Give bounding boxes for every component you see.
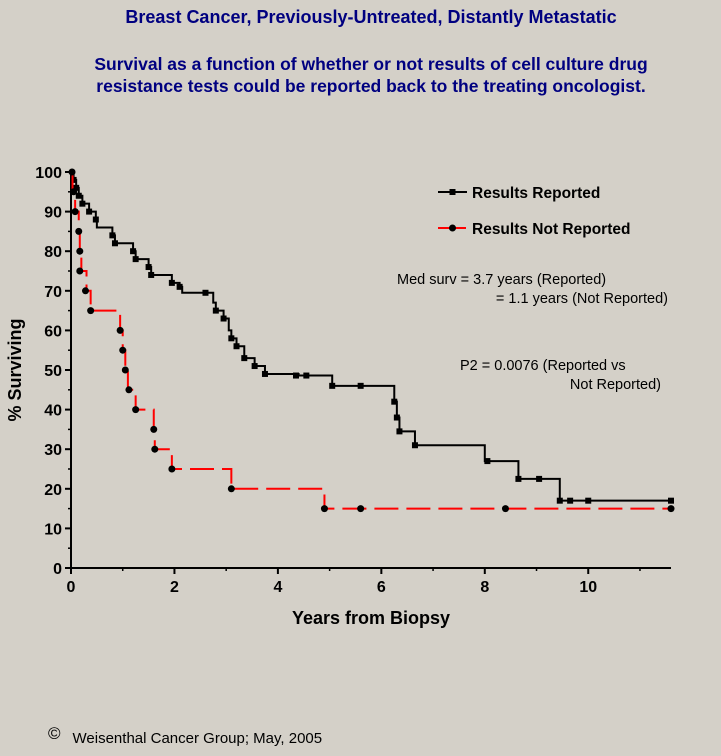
- data-point: [79, 200, 86, 207]
- data-point: [109, 232, 116, 239]
- y-axis-label: % Surviving: [5, 318, 25, 421]
- copyright-symbol: ©: [48, 724, 61, 743]
- data-point: [293, 372, 299, 379]
- series-0: [70, 171, 674, 504]
- data-point: [220, 315, 227, 322]
- data-point: [202, 289, 209, 296]
- data-point: [148, 271, 155, 278]
- data-point: [212, 307, 219, 314]
- data-point: [251, 363, 258, 370]
- y-tick-label: 40: [44, 403, 62, 420]
- data-point: [391, 398, 398, 405]
- chart-subtitle: Survival as a function of whether or not…: [94, 54, 648, 96]
- data-point: [70, 188, 78, 196]
- y-tick-label: 20: [44, 482, 62, 499]
- data-point: [484, 458, 491, 465]
- series-layer: [68, 168, 675, 513]
- data-point: [501, 505, 509, 513]
- data-point: [81, 287, 89, 295]
- data-point: [87, 307, 95, 315]
- data-point: [261, 370, 268, 377]
- axes: 0 10 20 30 40 50 60 70 80 90 100 0 2 4 6 8 10 Years from …: [5, 165, 671, 628]
- legend-label: Results Reported: [472, 185, 600, 202]
- data-point: [86, 208, 93, 215]
- x-axis-label: Years from Biopsy: [292, 608, 450, 628]
- data-point: [168, 279, 175, 286]
- data-point: [92, 216, 99, 223]
- legend-marker: [449, 224, 456, 232]
- data-point: [68, 168, 76, 176]
- data-point: [303, 372, 310, 379]
- data-point: [393, 414, 400, 421]
- y-tick-label: 0: [53, 561, 62, 578]
- data-point: [233, 343, 240, 350]
- footer: © Weisenthal Cancer Group; May, 2005: [48, 724, 323, 748]
- data-point: [116, 326, 124, 334]
- data-point: [585, 497, 592, 504]
- data-point: [176, 283, 183, 290]
- data-point: [357, 382, 364, 389]
- p-value-text: P2 = 0.0076 (Reported vs: [460, 358, 626, 374]
- y-tick-label: 70: [44, 284, 62, 301]
- data-point: [76, 267, 84, 275]
- data-point: [145, 264, 152, 271]
- y-tick-label: 80: [44, 244, 62, 261]
- data-point: [125, 386, 133, 394]
- p-value-text: Not Reported): [570, 377, 661, 393]
- x-tick-label: 6: [377, 579, 386, 596]
- data-point: [73, 184, 80, 191]
- x-tick-label: 10: [579, 579, 597, 596]
- data-point: [119, 346, 127, 354]
- data-point: [515, 475, 522, 482]
- y-tick-label: 100: [35, 165, 62, 182]
- data-point: [150, 425, 158, 433]
- data-point: [228, 335, 235, 342]
- data-point: [71, 208, 79, 216]
- x-tick-label: 4: [273, 579, 282, 596]
- data-point: [121, 366, 129, 374]
- data-point: [536, 475, 543, 482]
- data-point: [132, 256, 139, 263]
- data-point: [130, 248, 137, 255]
- median-survival-text: = 1.1 years (Not Reported): [496, 291, 668, 307]
- data-point: [667, 505, 675, 513]
- y-tick-label: 90: [44, 205, 62, 222]
- legend-marker: [449, 189, 456, 195]
- y-tick-label: 50: [44, 363, 62, 380]
- data-point: [668, 497, 674, 504]
- data-point: [111, 240, 118, 247]
- data-point: [70, 176, 77, 183]
- footer-text: Weisenthal Cancer Group; May, 2005: [72, 730, 323, 747]
- data-point: [329, 382, 336, 389]
- data-point: [76, 247, 84, 255]
- legend: Results Reported Results Not Reported: [438, 185, 630, 238]
- data-point: [75, 192, 82, 199]
- data-point: [151, 445, 159, 453]
- data-point: [396, 428, 403, 435]
- data-point: [241, 355, 248, 362]
- data-point: [556, 497, 563, 504]
- data-point: [168, 465, 176, 473]
- data-point: [132, 406, 140, 414]
- chart-title: Breast Cancer, Previously-Untreated, Dis…: [125, 7, 617, 27]
- data-point: [320, 505, 328, 513]
- median-survival-text: Med surv = 3.7 years (Reported): [397, 272, 606, 288]
- data-point: [75, 227, 83, 235]
- series-1: [68, 168, 675, 513]
- legend-label: Results Not Reported: [472, 221, 630, 238]
- data-point: [567, 497, 574, 504]
- x-tick-label: 2: [170, 579, 179, 596]
- y-tick-label: 10: [44, 521, 62, 538]
- x-tick-label: 8: [480, 579, 489, 596]
- x-tick-label: 0: [67, 579, 76, 596]
- y-tick-label: 30: [44, 442, 62, 459]
- data-point: [227, 485, 235, 493]
- data-point: [357, 505, 365, 513]
- annotations: Med surv = 3.7 years (Reported) = 1.1 yea…: [397, 272, 668, 393]
- y-tick-label: 60: [44, 323, 62, 340]
- data-point: [411, 442, 418, 449]
